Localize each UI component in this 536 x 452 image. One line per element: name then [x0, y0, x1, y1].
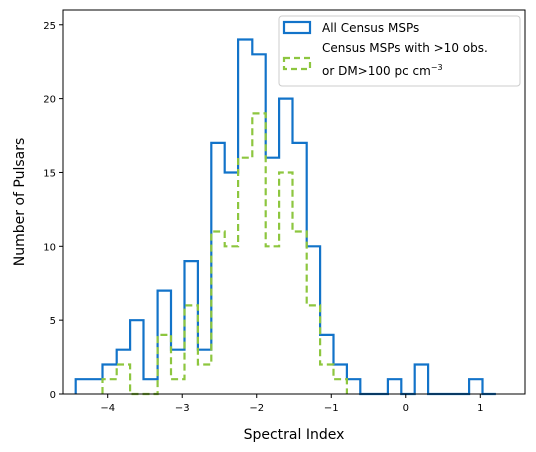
y-axis-ticks: 0 5 10 15 20 25 — [43, 21, 63, 401]
x-axis-label: Spectral Index — [244, 427, 345, 443]
y-tick-label: 25 — [43, 21, 56, 32]
y-tick-label: 0 — [50, 390, 56, 401]
legend-swatch-all-census — [282, 20, 312, 35]
legend-label-all-census: All Census MSPs — [322, 21, 419, 35]
x-tick-label: −1 — [324, 403, 339, 414]
y-tick-label: 15 — [43, 168, 56, 179]
legend-label-filtered-unit: or DM>100 pc cm — [322, 64, 431, 78]
legend: All Census MSPs Census MSPs with >10 obs… — [278, 15, 521, 87]
y-tick-label: 10 — [43, 242, 56, 253]
series-all-census-msps — [74, 38, 496, 396]
x-tick-label: 0 — [403, 403, 409, 414]
y-axis-label: Number of Pulsars — [12, 138, 28, 267]
x-tick-label: −3 — [175, 403, 190, 414]
x-tick-label: −4 — [100, 403, 115, 414]
y-tick-label: 20 — [43, 95, 56, 106]
plot-frame — [62, 9, 526, 395]
x-axis-ticks: −4 −3 −2 −1 0 1 — [100, 394, 483, 414]
x-tick-label: 1 — [477, 403, 483, 414]
legend-label-filtered-line1: Census MSPs with >10 obs. — [322, 41, 488, 55]
x-tick-label: −2 — [249, 403, 264, 414]
y-tick-label: 5 — [50, 316, 56, 327]
legend-box — [278, 15, 521, 87]
legend-swatch-filtered — [282, 56, 312, 71]
legend-label-filtered-line2: or DM>100 pc cm−3 — [322, 63, 443, 78]
legend-label-filtered-exponent: −3 — [431, 63, 443, 72]
